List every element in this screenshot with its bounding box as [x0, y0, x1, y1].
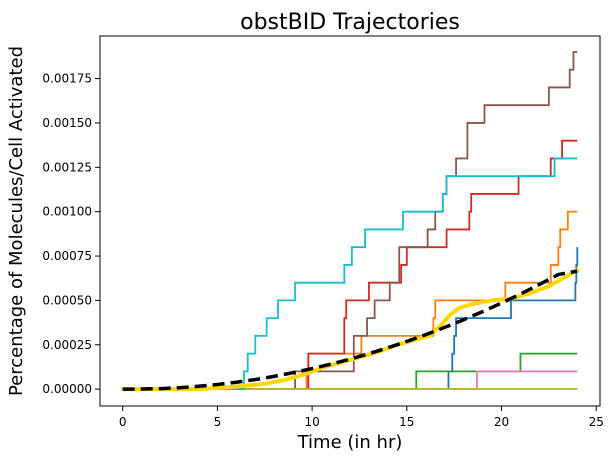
- y-tick-label: 0.00175: [42, 72, 92, 86]
- y-axis: 0.00000 0.00025 0.00050 0.00075 0.00100 0.001…: [42, 72, 100, 396]
- trajectory-line-5: [122, 51, 578, 391]
- trajectory-line-1: [122, 247, 579, 391]
- y-axis-label: Percentage of Molecules/Cell Activated: [6, 46, 27, 396]
- y-tick-label: 0.00125: [42, 160, 92, 174]
- x-tick-label: 15: [399, 415, 414, 429]
- x-tick-label: 0: [119, 415, 127, 429]
- trajectory-line-6: [122, 370, 578, 391]
- plot-frame: [99, 35, 601, 407]
- x-tick-label: 10: [304, 415, 319, 429]
- x-tick-label: 5: [214, 415, 222, 429]
- y-tick-label: 0.00025: [42, 338, 92, 352]
- x-tick-label: 25: [589, 415, 604, 429]
- plot-area: [120, 51, 580, 392]
- fit-curve-line: [122, 269, 578, 391]
- x-axis: 0 5 10 15 20 25: [119, 406, 604, 429]
- y-tick-label: 0.00150: [42, 116, 92, 130]
- trajectory-line-9: [122, 157, 578, 391]
- y-tick-label: 0.00000: [42, 382, 92, 396]
- x-axis-label: Time (in hr): [297, 432, 403, 453]
- x-tick-label: 20: [494, 415, 509, 429]
- chart-title: obstBID Trajectories: [240, 10, 460, 35]
- y-tick-label: 0.00100: [42, 205, 92, 219]
- y-tick-label: 0.00050: [42, 293, 92, 307]
- y-tick-label: 0.00075: [42, 249, 92, 263]
